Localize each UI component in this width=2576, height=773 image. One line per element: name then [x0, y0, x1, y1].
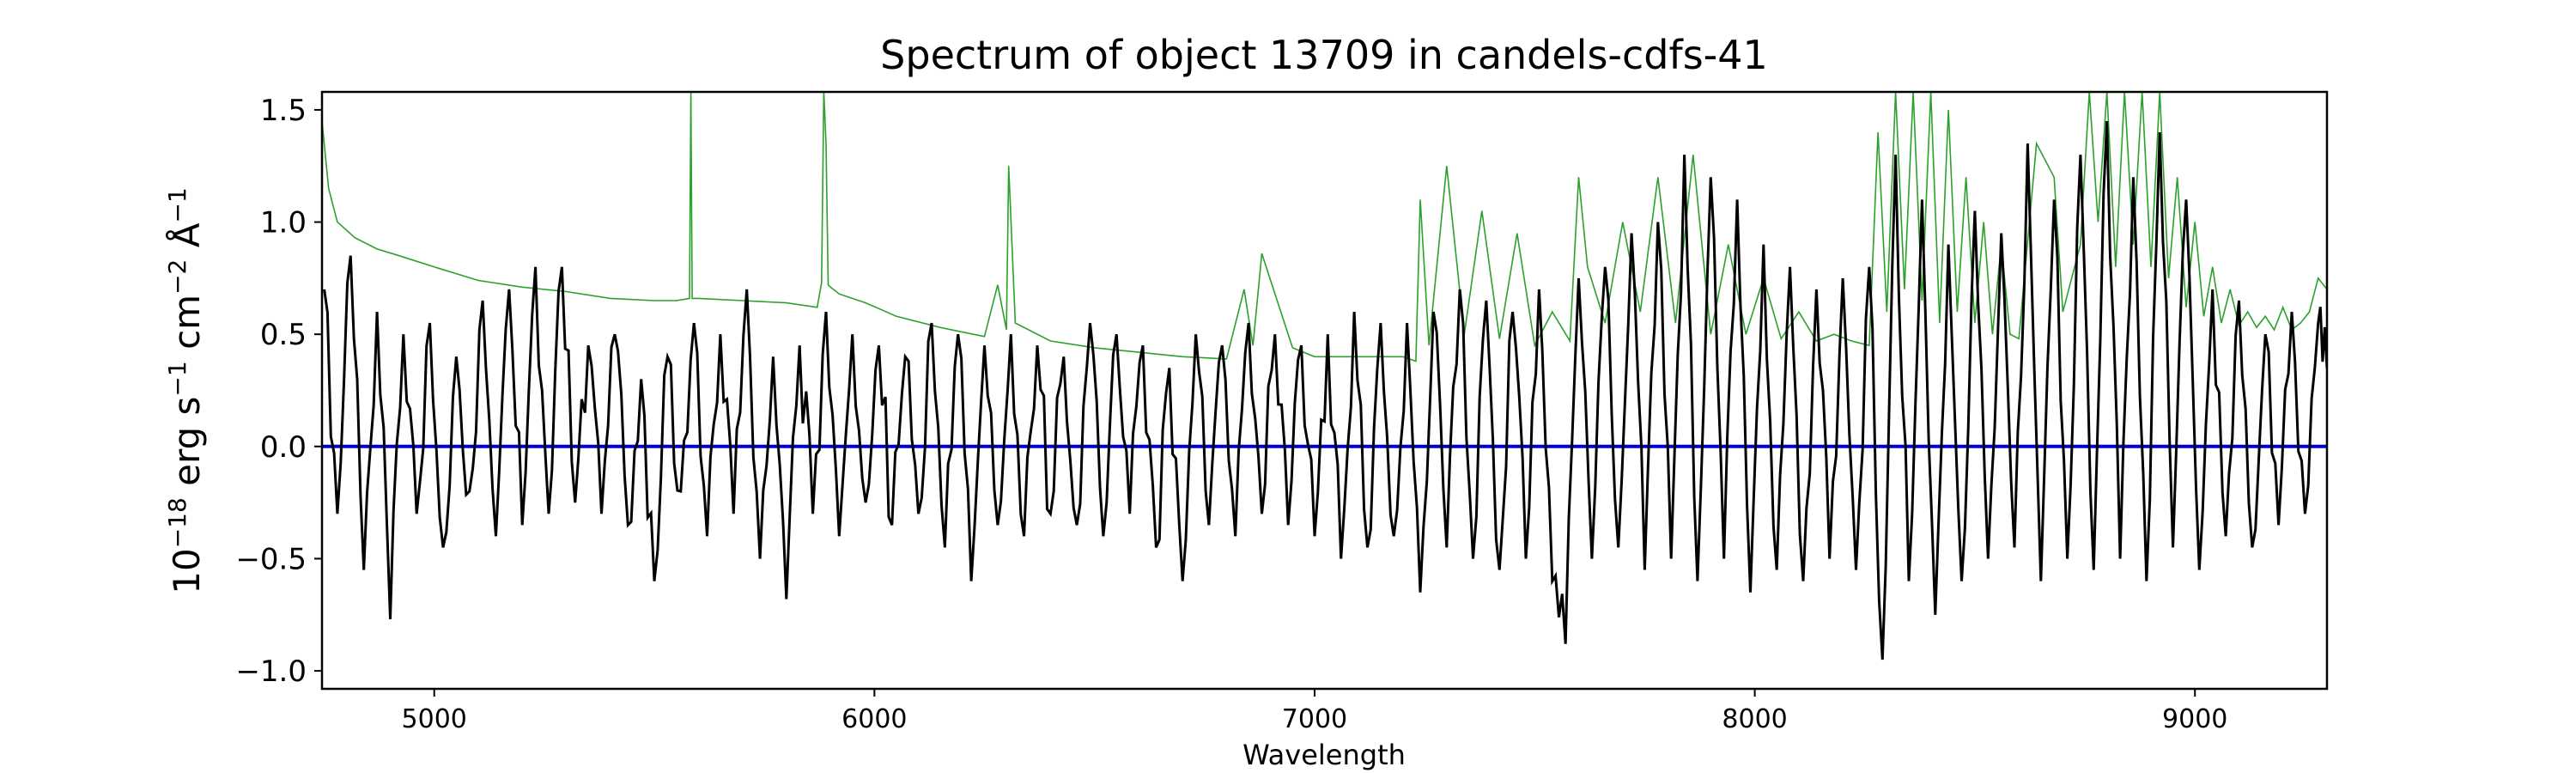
- y-tick-label: 0.0: [260, 430, 307, 465]
- x-tick-label: 6000: [841, 704, 907, 734]
- x-tick-label: 5000: [402, 704, 467, 734]
- chart-title: Spectrum of object 13709 in candels-cdfs…: [880, 32, 1768, 78]
- x-axis-ticks: 5000 6000 7000 8000 9000: [402, 689, 2227, 734]
- x-tick-label: 7000: [1282, 704, 1347, 734]
- x-tick-label: 8000: [1722, 704, 1787, 734]
- axes-frame: [320, 90, 2329, 691]
- y-axis-ticks: −1.0 −0.5 0.0 0.5 1.0 1.5: [235, 94, 322, 689]
- x-axis-label: Wavelength: [1242, 739, 1406, 771]
- y-tick-label: 0.5: [260, 318, 307, 352]
- x-tick-label: 9000: [2162, 704, 2227, 734]
- y-tick-label: −0.5: [235, 542, 307, 576]
- flux-series-line: [323, 120, 2327, 660]
- y-tick-label: −1.0: [235, 654, 307, 689]
- y-tick-label: 1.0: [260, 206, 307, 240]
- error-series-line: [322, 92, 2327, 362]
- y-axis-label: 10−18 erg s−1 cm−2 Å−1: [163, 187, 209, 593]
- y-tick-label: 1.5: [260, 94, 307, 128]
- plot-area: [322, 92, 2327, 660]
